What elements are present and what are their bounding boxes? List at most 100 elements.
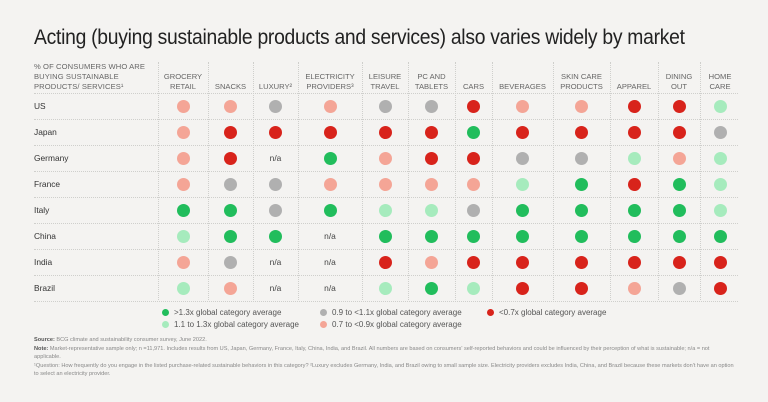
row-label: Japan	[34, 127, 57, 137]
row-label: US	[34, 101, 46, 111]
heat-dot-high	[323, 151, 337, 165]
column-divider	[492, 62, 493, 300]
heat-dot-low	[516, 281, 529, 295]
heat-dot-low	[378, 255, 392, 269]
footnote: ¹Question: How frequently do you engage …	[34, 362, 734, 378]
row-divider	[34, 145, 738, 146]
heat-dot-mid-low	[425, 177, 438, 191]
heat-dot-neutral	[269, 177, 282, 191]
column-divider	[658, 62, 659, 300]
heat-dot-low	[224, 125, 237, 139]
column-header: DINING OUT	[665, 72, 693, 91]
legend-dot-icon	[162, 308, 169, 316]
heat-dot-mid-high	[176, 281, 190, 295]
heat-dot-high	[269, 229, 282, 243]
heat-dot-neutral	[467, 203, 480, 217]
legend-item-low: <0.7x global category average	[487, 308, 606, 317]
row-label: Brazil	[34, 283, 55, 293]
heat-dot-mid-high	[713, 151, 727, 165]
na-cell: n/a	[269, 257, 282, 267]
heat-dot-mid-low	[467, 177, 480, 191]
heat-dot-high	[516, 229, 529, 243]
column-header: SKIN CARE PRODUCTS	[560, 72, 603, 91]
legend-label: 0.9 to <1.1x global category average	[332, 308, 462, 317]
heat-dot-mid-high	[713, 203, 727, 217]
heat-dot-low	[713, 281, 727, 295]
source-text: BCG climate and sustainability consumer …	[54, 337, 207, 343]
heat-dot-low	[627, 255, 641, 269]
heat-dot-mid-low	[176, 99, 190, 113]
column-divider	[298, 62, 299, 300]
source-line: Source: BCG climate and sustainability c…	[34, 336, 734, 345]
note-label: Note:	[34, 345, 49, 352]
row-divider	[34, 223, 738, 224]
legend-dot-icon	[162, 320, 169, 328]
na-cell: n/a	[269, 283, 282, 293]
column-header: PC AND TABLETS	[414, 72, 449, 91]
column-header: LEISURE TRAVEL	[368, 72, 402, 91]
na-cell: n/a	[324, 283, 336, 293]
heat-dot-low	[516, 125, 529, 139]
heat-dot-high	[713, 229, 727, 243]
heat-dot-high	[323, 203, 337, 217]
heat-dot-neutral	[269, 203, 282, 217]
heat-dot-mid-low	[176, 151, 190, 165]
row-divider	[34, 275, 738, 276]
chart-title: Acting (buying sustainable products and …	[34, 26, 685, 49]
heat-dot-mid-low	[176, 125, 190, 139]
heat-dot-low	[672, 125, 686, 139]
note-line: Note: Market-representative sample only;…	[34, 345, 734, 362]
heat-dot-mid-low	[176, 177, 190, 191]
heat-dot-high	[378, 229, 392, 243]
legend-dot-icon	[487, 308, 494, 316]
na-cell: n/a	[324, 231, 336, 241]
heat-dot-high	[672, 229, 686, 243]
heat-dot-low	[627, 125, 641, 139]
heat-dot-high	[425, 281, 438, 295]
legend-label: <0.7x global category average	[499, 308, 607, 317]
column-divider	[408, 62, 409, 300]
legend-label: 1.1 to 1.3x global category average	[174, 320, 299, 329]
column-divider	[208, 62, 209, 300]
row-divider	[34, 93, 738, 94]
heat-dot-neutral	[516, 151, 529, 165]
heat-dot-neutral	[575, 151, 588, 165]
column-divider	[362, 62, 363, 300]
heat-dot-mid-low	[224, 99, 237, 113]
heat-dot-high	[627, 203, 641, 217]
heat-dot-high	[467, 229, 480, 243]
legend-label: >1.3x global category average	[174, 308, 282, 317]
legend-item-neutral: 0.9 to <1.1x global category average	[320, 308, 462, 317]
heat-dot-low	[425, 151, 438, 165]
heat-dot-high	[516, 203, 529, 217]
heat-dot-mid-low	[323, 177, 337, 191]
row-label: India	[34, 257, 53, 267]
column-header: APPAREL	[616, 82, 652, 91]
legend-dot-icon	[320, 320, 327, 328]
heat-dot-high	[575, 203, 588, 217]
heat-dot-mid-low	[323, 99, 337, 113]
heat-dot-high	[224, 229, 237, 243]
heat-dot-low	[269, 125, 282, 139]
note-text: Market-representative sample only; n =11…	[34, 345, 710, 361]
heat-dot-mid-high	[467, 281, 480, 295]
column-divider	[455, 62, 456, 300]
heat-dot-high	[467, 125, 480, 139]
row-label: China	[34, 231, 56, 241]
heat-dot-low	[323, 125, 337, 139]
column-header: GROCERY RETAIL	[163, 72, 203, 91]
legend-label: 0.7 to <0.9x global category average	[332, 320, 462, 329]
legend-item-mid-high: 1.1 to 1.3x global category average	[162, 320, 299, 329]
row-header: % of consumers who are buying sustainabl…	[34, 62, 146, 91]
heat-dot-high	[224, 203, 237, 217]
heat-dot-neutral	[713, 125, 727, 139]
column-header: ELECTRICITY PROVIDERS³	[305, 72, 355, 91]
heat-dot-low	[425, 125, 438, 139]
heat-dot-low	[575, 255, 588, 269]
column-header: HOME CARE	[708, 72, 732, 91]
heat-dot-high	[425, 229, 438, 243]
heat-dot-mid-high	[176, 229, 190, 243]
column-header: LUXURY²	[258, 82, 293, 91]
heat-dot-low	[713, 255, 727, 269]
legend-item-mid-low: 0.7 to <0.9x global category average	[320, 320, 462, 329]
